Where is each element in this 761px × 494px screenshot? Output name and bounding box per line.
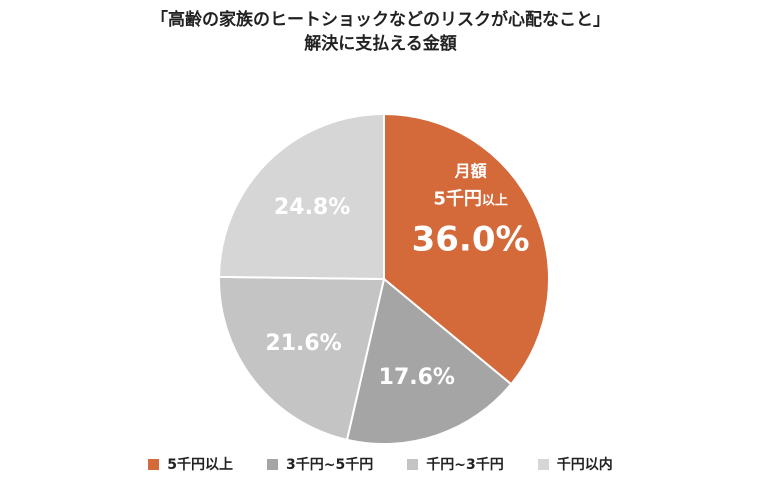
legend-swatch-2 <box>407 458 419 470</box>
pie-slice-3 <box>217 112 385 281</box>
legend-label-0: 5千円以上 <box>167 457 234 473</box>
slice-label-3: 24.8% <box>274 195 350 220</box>
legend-swatch-0 <box>148 458 160 470</box>
slice-annotation-line-2: 5千円以上 <box>433 188 508 209</box>
legend-label-3: 千円以内 <box>556 457 613 473</box>
chart-title-line-1: 「高齢の家族のヒートショックなどのリスクが心配なこと」 <box>151 10 610 30</box>
legend-label-2: 千円~3千円 <box>426 457 504 473</box>
legend-item-2: 千円~3千円 <box>407 454 504 474</box>
legend: 5千円以上 3千円~5千円 千円~3千円 千円以内 <box>0 454 761 474</box>
legend-item-1: 3千円~5千円 <box>267 454 373 474</box>
slice-label-1: 17.6% <box>379 365 455 390</box>
slice-label-2: 21.6% <box>265 331 341 356</box>
chart-title-line-2: 解決に支払える金額 <box>304 34 457 54</box>
pie-slice-1 <box>345 277 513 445</box>
legend-label-1: 3千円~5千円 <box>286 457 374 473</box>
legend-item-3: 千円以内 <box>537 454 613 474</box>
chart-title: 「高齢の家族のヒートショックなどのリスクが心配なこと」 解決に支払える金額 <box>0 8 761 56</box>
slice-label-0: 36.0% <box>412 219 530 259</box>
pie-slice-0 <box>383 112 550 386</box>
slice-annotation-line-1: 月額 <box>454 161 487 180</box>
legend-swatch-1 <box>267 458 279 470</box>
legend-item-0: 5千円以上 <box>148 454 233 474</box>
pie-slices <box>217 112 550 445</box>
legend-swatch-3 <box>537 458 549 470</box>
pie-slice-2 <box>218 275 386 441</box>
pie-labels: 月額 5千円以上 36.0% 17.6% 21.6% 24.8% <box>265 161 529 390</box>
